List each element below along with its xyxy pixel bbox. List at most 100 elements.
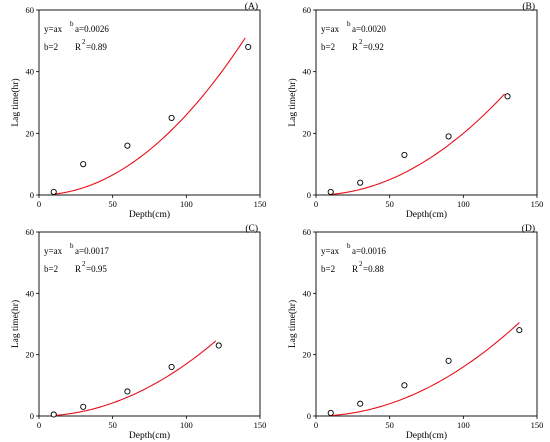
x-tick-label: 0: [314, 199, 318, 209]
fit-curve: [330, 322, 520, 417]
x-tick-label: 150: [531, 199, 544, 209]
fit-curve: [53, 340, 217, 417]
data-point: [215, 342, 222, 349]
equation-r-symbol: R: [75, 42, 81, 52]
chart-panel-0: 0 50 100 150 0 20 40 60 Depth(cm) Lag time(hr) (A)…: [10, 1, 266, 220]
data-point: [445, 133, 452, 140]
equation-b-value: b=2: [321, 42, 335, 52]
equation-b-value: b=2: [321, 264, 335, 274]
x-tick-label: 100: [180, 420, 193, 430]
x-tick-label: 0: [37, 420, 41, 430]
fit-curve: [330, 93, 505, 195]
equation-exponent: b: [70, 242, 74, 250]
data-point: [50, 411, 57, 418]
x-tick-label: 100: [457, 199, 470, 209]
equation-formula: y=ax: [321, 24, 340, 34]
equation-a-value: a=0.0026: [75, 24, 109, 34]
data-point: [401, 151, 408, 158]
data-point: [124, 142, 131, 149]
equation-a-value: a=0.0020: [352, 24, 386, 34]
equation-b-value: b=2: [44, 42, 58, 52]
panel-label: (B): [522, 1, 535, 12]
x-axis-label: Depth(cm): [406, 430, 447, 441]
data-point: [516, 327, 523, 334]
equation-r2-value: =0.89: [86, 42, 107, 52]
y-tick-label: 20: [26, 128, 35, 138]
data-point: [80, 161, 87, 168]
equation-r-exponent: 2: [359, 260, 363, 268]
data-point: [50, 188, 57, 195]
y-tick-label: 60: [26, 227, 35, 237]
data-point: [401, 382, 408, 389]
equation-r-exponent: 2: [82, 260, 86, 268]
data-point: [245, 43, 252, 51]
panel-label: (C): [245, 223, 258, 234]
panel-label: (D): [522, 223, 535, 234]
equation-r-exponent: 2: [82, 38, 86, 46]
y-tick-label: 20: [303, 350, 312, 360]
data-point: [80, 403, 87, 410]
data-point: [327, 409, 334, 416]
equation-a-value: a=0.0017: [75, 246, 109, 256]
fit-curve: [53, 37, 246, 195]
plot-frame: [38, 9, 261, 196]
data-point: [504, 93, 511, 100]
y-tick-label: 60: [303, 5, 312, 15]
x-axis-label: Depth(cm): [406, 209, 447, 220]
y-tick-label: 40: [26, 288, 35, 298]
x-tick-label: 100: [180, 199, 193, 209]
y-tick-label: 0: [30, 411, 34, 421]
plot-frame: [315, 231, 538, 417]
x-axis-label: Depth(cm): [129, 209, 170, 220]
y-tick-label: 0: [307, 411, 311, 421]
equation-a-value: a=0.0016: [352, 246, 386, 256]
y-tick-label: 20: [303, 128, 312, 138]
data-point: [357, 400, 364, 407]
x-tick-label: 50: [385, 199, 394, 209]
y-tick-label: 0: [30, 190, 34, 200]
equation-formula: y=ax: [44, 246, 63, 256]
equation-r2-value: =0.95: [86, 264, 107, 274]
y-tick-label: 20: [26, 350, 35, 360]
equation-r2-value: =0.88: [363, 264, 384, 274]
y-axis-label: Lag time(hr): [10, 300, 21, 348]
equation-r-symbol: R: [75, 264, 81, 274]
data-point: [327, 188, 334, 195]
y-tick-label: 60: [26, 5, 35, 15]
x-tick-label: 150: [254, 420, 267, 430]
plot-frame: [315, 9, 538, 196]
x-tick-label: 50: [108, 420, 117, 430]
data-point: [445, 357, 452, 364]
y-axis-label: Lag time(hr): [287, 78, 298, 126]
chart-panel-1: 0 50 100 150 0 20 40 60 Depth(cm) Lag time(hr) (B)…: [287, 1, 543, 220]
y-tick-label: 0: [307, 190, 311, 200]
x-tick-label: 100: [457, 420, 470, 430]
equation-exponent: b: [347, 20, 351, 28]
data-point: [357, 179, 364, 186]
y-tick-label: 40: [303, 288, 312, 298]
x-tick-label: 150: [531, 420, 544, 430]
y-tick-label: 40: [303, 67, 312, 77]
x-tick-label: 0: [37, 199, 41, 209]
equation-r-symbol: R: [352, 264, 358, 274]
equation-formula: y=ax: [321, 246, 340, 256]
equation-formula: y=ax: [44, 24, 63, 34]
equation-r2-value: =0.92: [363, 42, 384, 52]
plot-frame: [38, 231, 261, 417]
data-point: [124, 388, 131, 395]
y-axis-label: Lag time(hr): [10, 78, 21, 126]
x-tick-label: 0: [314, 420, 318, 430]
equation-b-value: b=2: [44, 264, 58, 274]
chart-panel-2: 0 50 100 150 0 20 40 60 Depth(cm) Lag time(hr) (C)…: [10, 223, 266, 441]
data-point: [168, 114, 175, 121]
y-axis-label: Lag time(hr): [287, 300, 298, 348]
x-tick-label: 150: [254, 199, 267, 209]
equation-r-symbol: R: [352, 42, 358, 52]
y-tick-label: 60: [303, 227, 312, 237]
equation-exponent: b: [70, 20, 74, 28]
equation-r-exponent: 2: [359, 38, 363, 46]
chart-panel-3: 0 50 100 150 0 20 40 60 Depth(cm) Lag time(hr) (D)…: [287, 223, 543, 441]
panel-label: (A): [245, 1, 258, 12]
data-point: [168, 363, 175, 370]
